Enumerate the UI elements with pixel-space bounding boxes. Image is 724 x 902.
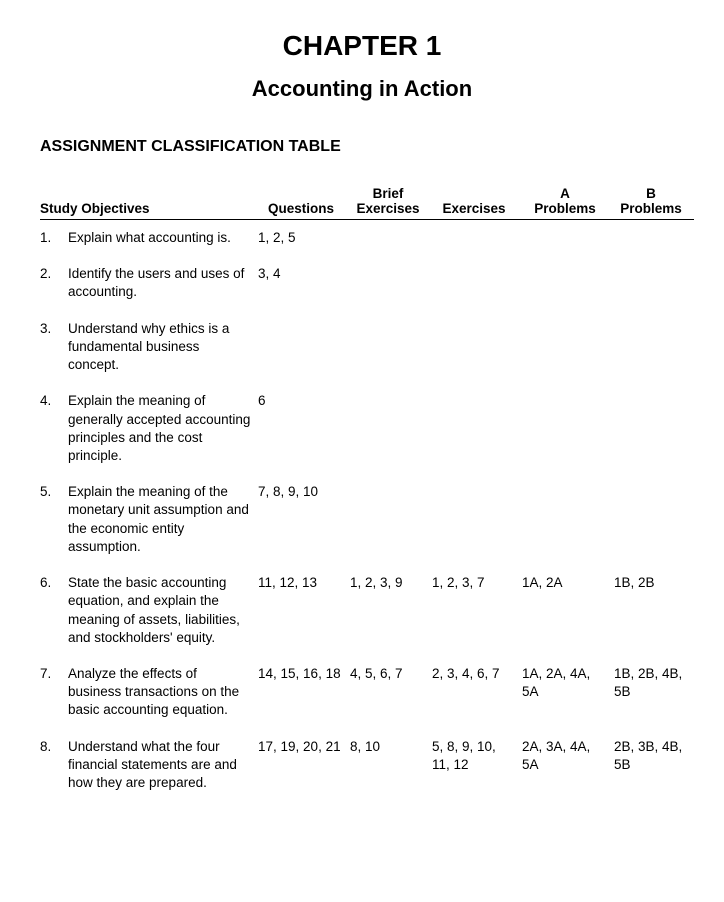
- col-header-b-l2: Problems: [620, 201, 682, 216]
- cell-brief-exercises: [350, 474, 432, 565]
- document-page: CHAPTER 1 Accounting in Action ASSIGNMEN…: [0, 0, 724, 902]
- cell-exercises: [432, 383, 522, 474]
- col-header-brief-exercises-l2: Exercises: [356, 201, 419, 216]
- table-row: 6. State the basic accounting equation, …: [40, 565, 694, 656]
- col-header-brief-exercises-l1: Brief: [373, 186, 404, 201]
- section-title: ASSIGNMENT CLASSIFICATION TABLE: [40, 138, 684, 156]
- col-header-b-l1: B: [646, 186, 656, 201]
- cell-questions: 6: [258, 383, 350, 474]
- cell-b-problems: 1B, 2B, 4B, 5B: [614, 656, 694, 729]
- cell-b-problems: [614, 220, 694, 257]
- table-row: 1. Explain what accounting is. 1, 2, 5: [40, 220, 694, 257]
- cell-b-problems: [614, 256, 694, 310]
- cell-questions: 3, 4: [258, 256, 350, 310]
- cell-num: 8.: [40, 729, 68, 802]
- cell-objective: Identify the users and uses of accountin…: [68, 256, 258, 310]
- cell-objective: Explain the meaning of the monetary unit…: [68, 474, 258, 565]
- table-row: 2. Identify the users and uses of accoun…: [40, 256, 694, 310]
- col-header-b-problems: B Problems: [614, 186, 694, 220]
- cell-brief-exercises: [350, 256, 432, 310]
- cell-exercises: [432, 474, 522, 565]
- col-header-questions: Questions: [258, 186, 350, 220]
- cell-a-problems: 1A, 2A, 4A, 5A: [522, 656, 614, 729]
- cell-b-problems: [614, 474, 694, 565]
- cell-b-problems: 2B, 3B, 4B, 5B: [614, 729, 694, 802]
- cell-objective: Understand what the four financial state…: [68, 729, 258, 802]
- chapter-title: CHAPTER 1: [40, 30, 684, 62]
- table-row: 3. Understand why ethics is a fundamenta…: [40, 311, 694, 384]
- cell-questions: 7, 8, 9, 10: [258, 474, 350, 565]
- cell-questions: 17, 19, 20, 21: [258, 729, 350, 802]
- cell-b-problems: [614, 383, 694, 474]
- cell-exercises: [432, 220, 522, 257]
- cell-questions: 1, 2, 5: [258, 220, 350, 257]
- col-header-study-objectives: Study Objectives: [40, 186, 258, 220]
- col-header-a-l2: Problems: [534, 201, 596, 216]
- cell-questions: [258, 311, 350, 384]
- cell-questions: 11, 12, 13: [258, 565, 350, 656]
- cell-exercises: [432, 256, 522, 310]
- cell-a-problems: [522, 311, 614, 384]
- col-header-brief-exercises: Brief Exercises: [350, 186, 432, 220]
- cell-brief-exercises: [350, 311, 432, 384]
- cell-a-problems: [522, 220, 614, 257]
- cell-objective: State the basic accounting equation, and…: [68, 565, 258, 656]
- table-row: 4. Explain the meaning of generally acce…: [40, 383, 694, 474]
- assignment-classification-table: Study Objectives Questions Brief Exercis…: [40, 186, 694, 801]
- cell-b-problems: 1B, 2B: [614, 565, 694, 656]
- chapter-subtitle: Accounting in Action: [40, 76, 684, 102]
- cell-exercises: 2, 3, 4, 6, 7: [432, 656, 522, 729]
- cell-a-problems: 1A, 2A: [522, 565, 614, 656]
- table-row: 8. Understand what the four financial st…: [40, 729, 694, 802]
- cell-num: 4.: [40, 383, 68, 474]
- cell-a-problems: [522, 383, 614, 474]
- cell-num: 5.: [40, 474, 68, 565]
- cell-questions: 14, 15, 16, 18: [258, 656, 350, 729]
- cell-brief-exercises: 1, 2, 3, 9: [350, 565, 432, 656]
- cell-a-problems: 2A, 3A, 4A, 5A: [522, 729, 614, 802]
- cell-exercises: 5, 8, 9, 10, 11, 12: [432, 729, 522, 802]
- table-row: 7. Analyze the effects of business trans…: [40, 656, 694, 729]
- cell-b-problems: [614, 311, 694, 384]
- col-header-a-problems: A Problems: [522, 186, 614, 220]
- cell-num: 7.: [40, 656, 68, 729]
- table-header-row: Study Objectives Questions Brief Exercis…: [40, 186, 694, 220]
- cell-num: 2.: [40, 256, 68, 310]
- cell-exercises: 1, 2, 3, 7: [432, 565, 522, 656]
- cell-a-problems: [522, 256, 614, 310]
- cell-brief-exercises: [350, 383, 432, 474]
- cell-exercises: [432, 311, 522, 384]
- cell-objective: Analyze the effects of business transact…: [68, 656, 258, 729]
- cell-brief-exercises: 8, 10: [350, 729, 432, 802]
- cell-objective: Understand why ethics is a fundamental b…: [68, 311, 258, 384]
- cell-brief-exercises: [350, 220, 432, 257]
- cell-num: 3.: [40, 311, 68, 384]
- cell-brief-exercises: 4, 5, 6, 7: [350, 656, 432, 729]
- cell-objective: Explain what accounting is.: [68, 220, 258, 257]
- cell-num: 6.: [40, 565, 68, 656]
- table-row: 5. Explain the meaning of the monetary u…: [40, 474, 694, 565]
- cell-num: 1.: [40, 220, 68, 257]
- cell-objective: Explain the meaning of generally accepte…: [68, 383, 258, 474]
- col-header-a-l1: A: [560, 186, 570, 201]
- cell-a-problems: [522, 474, 614, 565]
- col-header-exercises: Exercises: [432, 186, 522, 220]
